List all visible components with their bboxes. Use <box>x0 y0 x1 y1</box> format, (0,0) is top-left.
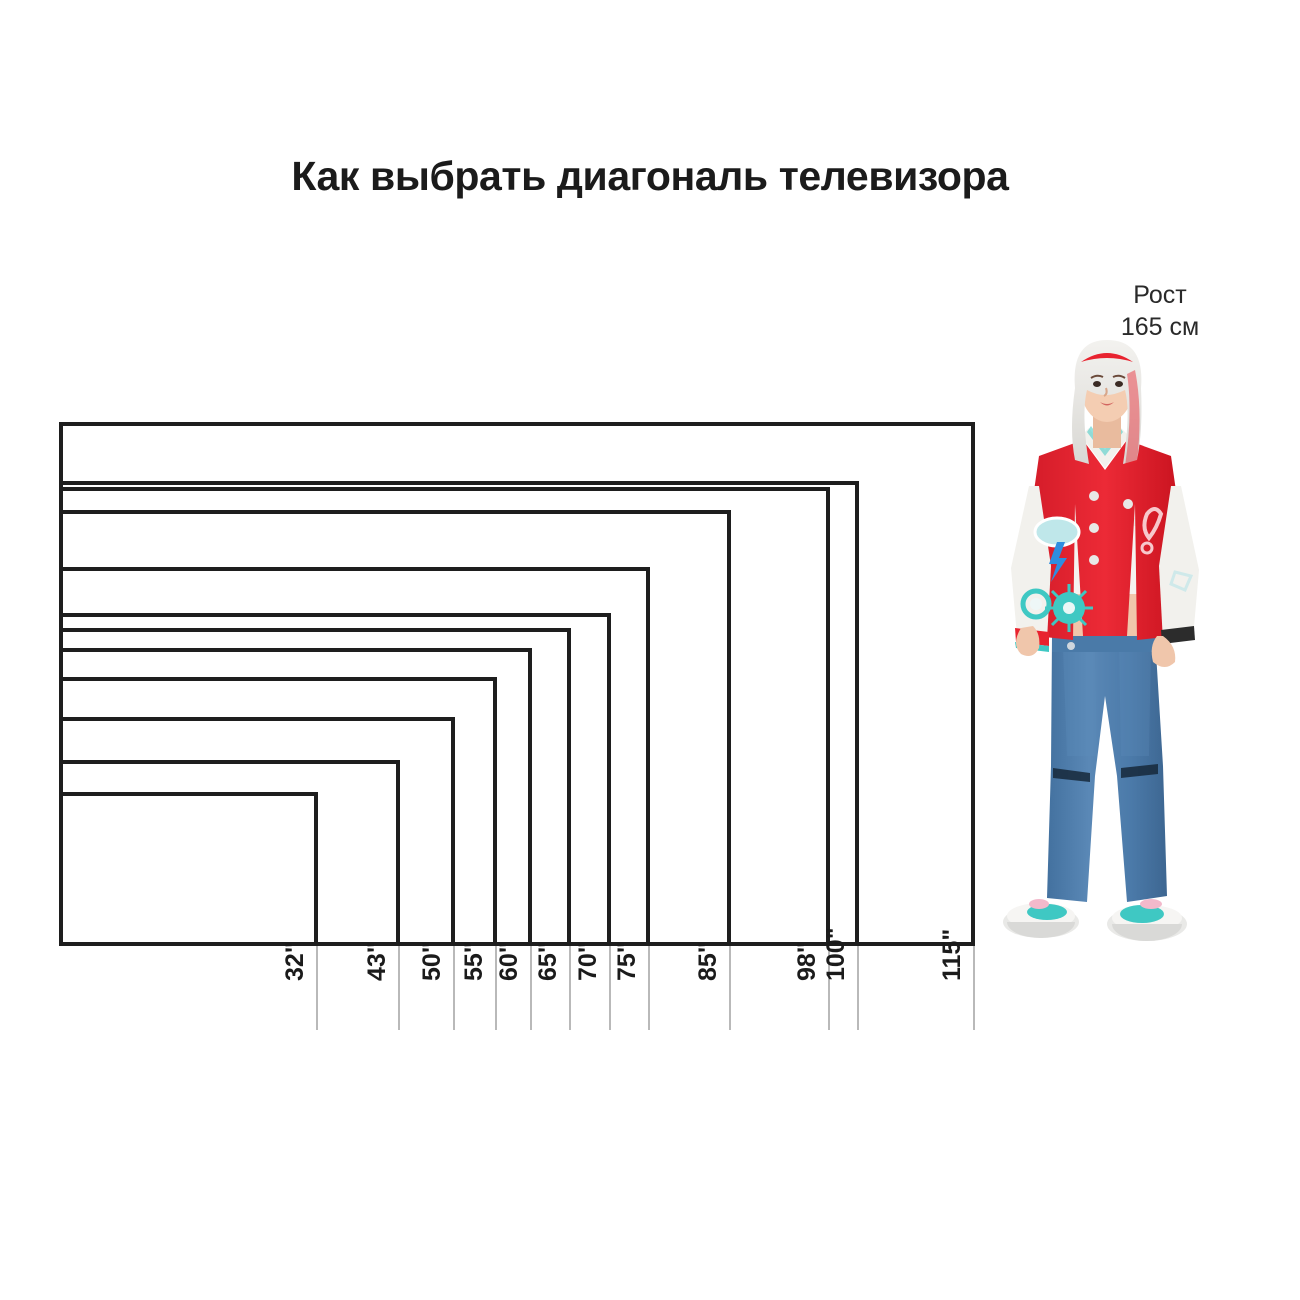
tick-label-50: 50" <box>418 941 446 981</box>
tick-line-55 <box>495 946 497 1030</box>
tick-label-43: 43" <box>363 941 391 981</box>
varsity-jacket <box>1029 440 1181 640</box>
shoe-left <box>1003 899 1079 938</box>
tick-line-115 <box>973 946 975 1030</box>
tick-line-50 <box>453 946 455 1030</box>
tick-line-32 <box>316 946 318 1030</box>
nose <box>1103 387 1108 397</box>
ring-patch <box>1020 588 1052 620</box>
person-height-value: 165 см <box>1120 312 1200 341</box>
tick-label-85: 85" <box>694 941 722 981</box>
hand-left <box>1016 626 1040 656</box>
cloud-lightning-patch <box>1033 516 1081 582</box>
tick-line-60 <box>530 946 532 1030</box>
cuff-right <box>1161 626 1195 644</box>
person-illustration <box>995 336 1210 951</box>
tick-line-85 <box>729 946 731 1030</box>
tick-label-65: 65" <box>534 941 562 981</box>
shoe-right <box>1107 899 1187 941</box>
eye-left <box>1093 381 1101 387</box>
tick-label-55: 55" <box>460 941 488 981</box>
person-height-caption: Рост 165 см <box>1060 280 1260 344</box>
tick-label-32: 32" <box>281 941 309 981</box>
jeans <box>1047 636 1167 902</box>
tick-line-70 <box>609 946 611 1030</box>
tick-label-115: 115" <box>938 928 966 981</box>
tick-line-100 <box>857 946 859 1030</box>
tick-line-75 <box>648 946 650 1030</box>
hand-right <box>1151 636 1176 667</box>
tick-line-98 <box>828 946 830 1030</box>
person-height-label: Рост <box>1133 281 1187 309</box>
eye-right <box>1115 381 1123 387</box>
jeans-waistband <box>1052 634 1156 652</box>
tick-label-75: 75" <box>613 941 641 981</box>
tv-rect-32 <box>59 792 318 946</box>
tick-label-100: 100" <box>822 927 850 981</box>
jacket-sleeve-right <box>1159 486 1199 642</box>
starburst-patch <box>1045 584 1093 632</box>
chest-emblem-patch <box>1140 507 1164 555</box>
tick-label-60: 60" <box>495 941 523 981</box>
sleeve-patch-right <box>1169 570 1194 592</box>
tick-line-65 <box>569 946 571 1030</box>
hair <box>1072 340 1142 464</box>
knee-slit-right <box>1121 764 1158 778</box>
page-title: Как выбрать диагональ телевизора <box>291 153 1009 200</box>
jacket-buttons <box>1089 491 1133 565</box>
tick-line-43 <box>398 946 400 1030</box>
jeans-button <box>1067 642 1075 650</box>
tick-label-98: 98" <box>793 941 821 981</box>
mouth <box>1100 402 1114 406</box>
hair-red-streak <box>1081 353 1133 362</box>
tick-label-70: 70" <box>574 941 602 981</box>
knee-slit-left <box>1053 768 1090 782</box>
